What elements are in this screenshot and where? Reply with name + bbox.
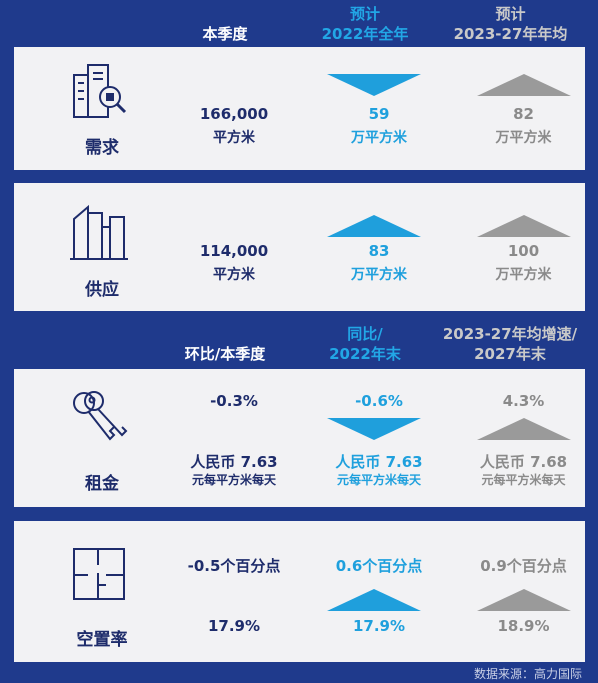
rent-label: 租金: [85, 474, 119, 494]
rent-quarter-value: 人民币 7.63: [190, 453, 278, 471]
rent-2027-unit: 元每平方米每天: [481, 473, 566, 487]
rent-quarter-unit: 元每平方米每天: [191, 473, 276, 487]
keys-icon: [70, 389, 128, 447]
data-source: 数据来源：高力国际: [473, 667, 582, 681]
supply-2022-up-triangle: [327, 215, 421, 237]
rent-yoy-down-triangle: [327, 418, 421, 440]
vacancy-2027-value: 18.9%: [497, 617, 550, 635]
vacancy-qoq-change: -0.5个百分点: [187, 557, 281, 575]
rent-2027-value: 人民币 7.68: [479, 453, 568, 471]
floorplan-icon: [70, 545, 128, 603]
header-quarter: 本季度: [202, 25, 248, 43]
demand-2022-unit: 万平方米: [351, 130, 407, 146]
header-yoy-line2: 2022年末: [329, 345, 401, 363]
header-2022-line2: 2022年全年: [321, 25, 409, 43]
building-magnifier-icon: [70, 61, 128, 119]
demand-quarter-value: 166,000: [199, 105, 269, 123]
supply-avg-value: 100: [507, 242, 540, 260]
rent-growth-up-triangle: [477, 418, 571, 440]
supply-quarter-value: 114,000: [199, 242, 269, 260]
demand-panel: 需求 166,000 平方米 59 万平方米 82 万平方米: [14, 47, 585, 170]
rent-yoy-change: -0.6%: [355, 392, 403, 410]
demand-2022-value: 59: [368, 105, 390, 123]
vacancy-quarter-value: 17.9%: [207, 617, 261, 635]
rent-qoq-change: -0.3%: [210, 392, 258, 410]
header-growth-line2: 2027年末: [474, 345, 546, 363]
supply-avg-up-triangle: [477, 215, 571, 237]
header-avg-line2: 2023-27年年均: [453, 25, 568, 43]
demand-label: 需求: [85, 138, 119, 158]
demand-avg-unit: 万平方米: [495, 130, 552, 146]
demand-quarter-unit: 平方米: [213, 130, 255, 146]
header-growth-line1: 2023-27年均增速/: [442, 325, 578, 343]
supply-panel: 供应 114,000 平方米 83 万平方米 100 万平方米: [14, 183, 585, 311]
demand-2022-down-triangle: [327, 74, 421, 96]
header-qoq: 环比/本季度: [184, 345, 266, 363]
vacancy-panel: 空置率 -0.5个百分点 17.9% 0.6个百分点 17.9% 0.9个百分点…: [14, 521, 585, 662]
header-yoy-line1: 同比/: [347, 325, 383, 343]
header-2022-line1: 预计: [349, 5, 380, 23]
supply-2022-value: 83: [368, 242, 390, 260]
supply-avg-unit: 万平方米: [495, 267, 552, 283]
header-avg-line1: 预计: [495, 5, 526, 23]
vacancy-2022-value: 17.9%: [352, 617, 406, 635]
rent-2022-value: 人民币 7.63: [335, 453, 423, 471]
supply-quarter-unit: 平方米: [213, 267, 255, 283]
supply-label: 供应: [85, 280, 119, 300]
building-icon: [70, 203, 128, 261]
rent-growth: 4.3%: [502, 392, 545, 410]
supply-2022-unit: 万平方米: [351, 267, 407, 283]
rent-panel: 租金 -0.3% 人民币 7.63 元每平方米每天 -0.6% 人民币 7.63…: [14, 369, 585, 507]
rent-2022-unit: 元每平方米每天: [336, 473, 421, 487]
vacancy-growth: 0.9个百分点: [480, 557, 567, 575]
demand-avg-value: 82: [513, 105, 534, 123]
vacancy-label: 空置率: [76, 630, 128, 650]
vacancy-growth-up-triangle: [477, 589, 571, 611]
vacancy-yoy-up-triangle: [327, 589, 421, 611]
vacancy-yoy-change: 0.6个百分点: [335, 557, 423, 575]
demand-avg-up-triangle: [477, 74, 571, 96]
